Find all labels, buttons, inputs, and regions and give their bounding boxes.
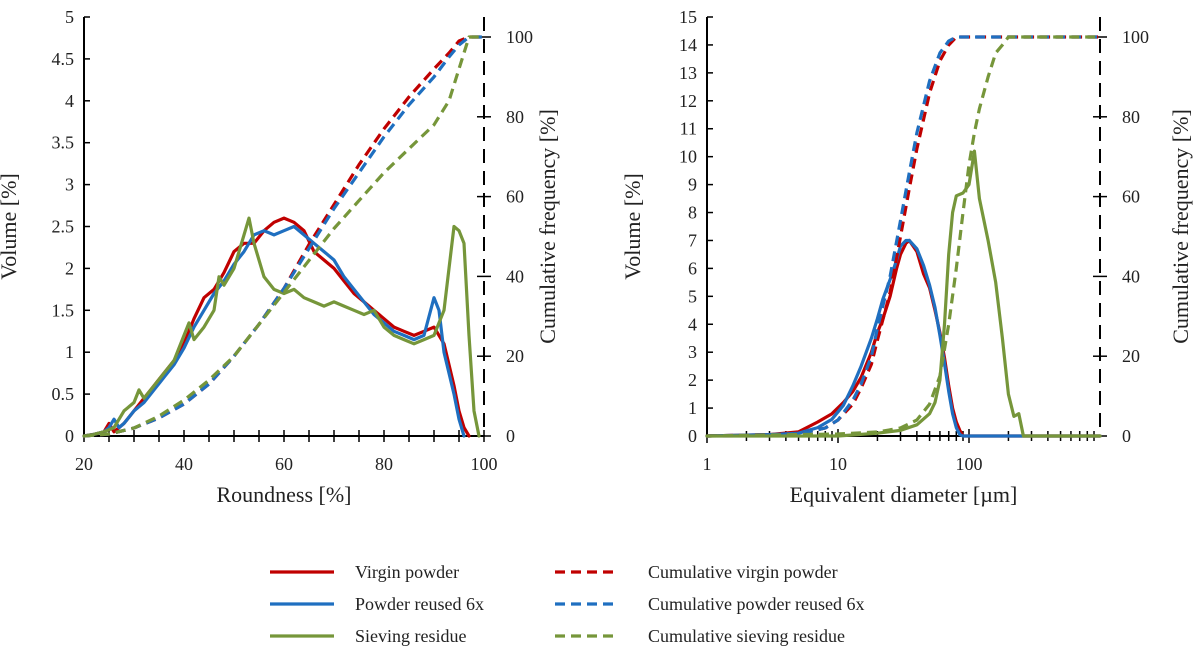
- series-line-cumulative-powder-reused-6x: [706, 35, 1100, 438]
- y2-tick-label: 40: [506, 266, 524, 286]
- y-tick-label: 4: [65, 91, 74, 111]
- y2-axis-label: Cumulative frequency [%]: [1168, 109, 1193, 344]
- y2-tick-label: 20: [506, 346, 524, 366]
- y-tick-label: 14: [679, 35, 697, 55]
- legend-label: Sieving residue: [355, 626, 466, 646]
- x-tick-label: 100: [471, 454, 498, 474]
- series-line-sieving-residue: [705, 149, 1102, 438]
- series-line-cumulative-sieving-residue: [706, 35, 1100, 438]
- x-tick-label: 10: [829, 454, 847, 474]
- legend-label: Cumulative powder reused 6x: [648, 594, 864, 614]
- y-tick-label: 9: [688, 175, 697, 195]
- y2-tick-label: 100: [1122, 27, 1149, 47]
- x-axis-label: Roundness [%]: [216, 482, 351, 507]
- y-tick-label: 0: [65, 426, 74, 446]
- y2-tick-label: 60: [1122, 187, 1140, 207]
- y-tick-label: 1: [688, 398, 697, 418]
- legend-item: Virgin powder: [270, 562, 459, 582]
- y-tick-label: 3: [688, 342, 697, 362]
- y-tick-label: 5: [688, 286, 697, 306]
- y2-tick-label: 0: [506, 426, 515, 446]
- x-tick-label: 1: [703, 454, 712, 474]
- y-tick-label: 12: [679, 91, 697, 111]
- y-tick-label: 2: [65, 258, 74, 278]
- y-tick-label: 10: [679, 147, 697, 167]
- y-tick-label: 13: [679, 63, 697, 83]
- y-tick-label: 6: [688, 258, 697, 278]
- y2-tick-label: 0: [1122, 426, 1131, 446]
- y2-tick-label: 100: [506, 27, 533, 47]
- x-axis-label: Equivalent diameter [µm]: [790, 482, 1018, 507]
- series-line-cumulative-virgin-powder: [83, 35, 484, 438]
- legend-label: Cumulative sieving residue: [648, 626, 845, 646]
- y2-tick-label: 80: [1122, 107, 1140, 127]
- legend-item: Cumulative sieving residue: [555, 626, 845, 646]
- y-tick-label: 0: [688, 426, 697, 446]
- y-tick-label: 1.5: [52, 300, 75, 320]
- y-tick-label: 0.5: [52, 384, 75, 404]
- y-tick-label: 7: [688, 230, 697, 250]
- y2-tick-label: 60: [506, 187, 524, 207]
- x-tick-label: 20: [75, 454, 93, 474]
- x-tick-label: 100: [956, 454, 983, 474]
- legend-label: Virgin powder: [355, 562, 459, 582]
- y-tick-label: 4: [688, 314, 697, 334]
- y-tick-label: 1: [65, 342, 74, 362]
- x-tick-label: 40: [175, 454, 193, 474]
- series-line-virgin-powder: [705, 238, 1102, 438]
- y-tick-label: 3: [65, 175, 74, 195]
- y-tick-label: 3.5: [52, 133, 75, 153]
- legend-item: Cumulative virgin powder: [555, 562, 838, 582]
- series-line-powder-reused-6x: [705, 238, 1102, 438]
- y-tick-label: 5: [65, 7, 74, 27]
- series-line-cumulative-powder-reused-6x: [83, 35, 484, 438]
- y-tick-label: 4.5: [52, 49, 75, 69]
- series-line-sieving-residue: [82, 216, 481, 438]
- legend-item: Sieving residue: [270, 626, 466, 646]
- y-axis-label: Volume [%]: [620, 173, 645, 280]
- y-axis-label: Volume [%]: [0, 173, 21, 280]
- y-tick-label: 11: [680, 119, 697, 139]
- y-tick-label: 2: [688, 370, 697, 390]
- legend: Virgin powder Powder reused 6x Sieving res…: [270, 562, 864, 646]
- legend-item: Powder reused 6x: [270, 594, 484, 614]
- series-line-powder-reused-6x: [82, 224, 466, 438]
- x-tick-label: 80: [375, 454, 393, 474]
- series-line-cumulative-virgin-powder: [706, 35, 1100, 438]
- y-tick-label: 15: [679, 7, 697, 27]
- legend-item: Cumulative powder reused 6x: [555, 594, 864, 614]
- y2-tick-label: 80: [506, 107, 524, 127]
- x-tick-label: 60: [275, 454, 293, 474]
- y-tick-label: 8: [688, 203, 697, 223]
- y2-tick-label: 40: [1122, 266, 1140, 286]
- series-line-cumulative-sieving-residue: [83, 35, 484, 438]
- y2-axis-label: Cumulative frequency [%]: [535, 109, 560, 344]
- legend-label: Powder reused 6x: [355, 594, 484, 614]
- y2-tick-label: 20: [1122, 346, 1140, 366]
- y-tick-label: 2.5: [52, 217, 75, 237]
- legend-label: Cumulative virgin powder: [648, 562, 838, 582]
